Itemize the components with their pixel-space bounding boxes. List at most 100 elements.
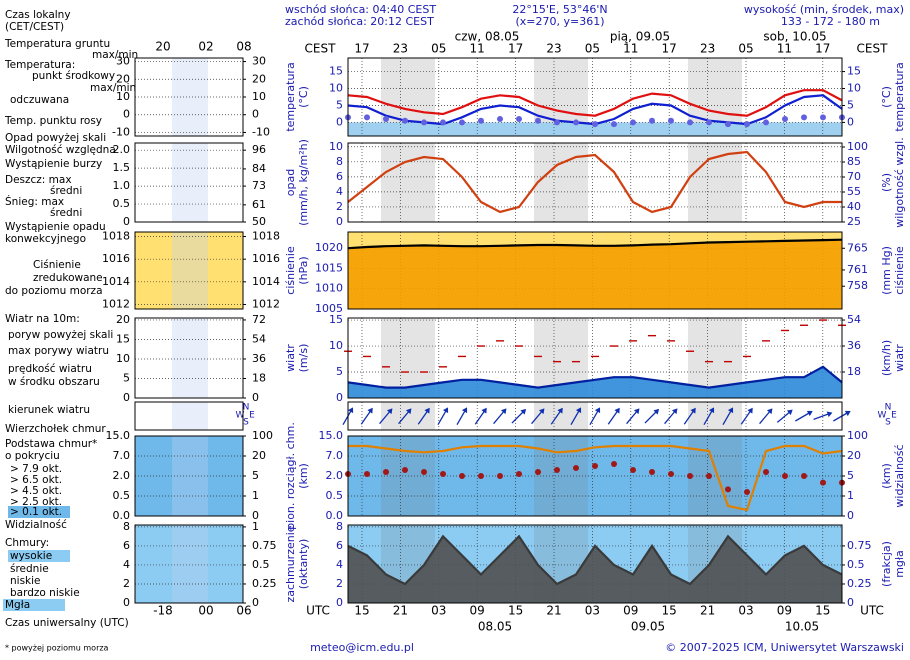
- hour-label: 05: [585, 42, 600, 56]
- data-dot: [516, 116, 522, 123]
- hour-label: 23: [700, 42, 715, 56]
- data-dot: [554, 119, 560, 126]
- legend-y-tick: 1012: [102, 297, 130, 310]
- legend-y-tick: 15.0: [106, 429, 131, 442]
- panel-frame: [347, 231, 843, 310]
- data-dot: [630, 119, 636, 126]
- arrow-head: [520, 408, 527, 415]
- legend-y-tick: 20: [116, 313, 130, 326]
- data-dot: [820, 479, 826, 486]
- panel-frame: [347, 401, 843, 431]
- data-dot: [706, 119, 712, 126]
- compass-letter: N: [243, 403, 250, 413]
- y2-tick-label: 765: [847, 241, 868, 254]
- y2-tick-label: 54: [847, 313, 861, 326]
- y2-tick-label: 36: [847, 339, 861, 352]
- legend-y-tick: 15: [116, 332, 130, 345]
- arrow-head: [690, 407, 696, 414]
- arrow-head: [614, 407, 620, 414]
- arrow-head: [481, 407, 487, 414]
- legend-y-tick: 0.5: [113, 489, 131, 502]
- arrow-head: [826, 411, 833, 418]
- legend-panel-bg: [135, 143, 243, 222]
- email[interactable]: meteo@icm.edu.pl: [310, 641, 414, 654]
- hour-label: 15: [662, 604, 677, 618]
- series-line: [348, 444, 843, 512]
- data-dot: [364, 471, 370, 477]
- night-band: [688, 143, 742, 222]
- compass-letter: E: [891, 411, 897, 421]
- y-tick-label: 1005: [315, 302, 343, 315]
- legend-y2-tick: 100: [252, 429, 273, 442]
- hour-label: 11: [777, 42, 792, 56]
- legend-y2-tick: 54: [252, 332, 266, 345]
- data-dot: [668, 471, 674, 477]
- legend-panel-frame: [134, 231, 244, 310]
- data-dot: [725, 121, 731, 128]
- data-dot: [573, 465, 579, 471]
- legend-panel-bg: [135, 525, 243, 603]
- legend-day-band: [172, 143, 208, 222]
- y-tick-label: 0: [336, 391, 343, 404]
- date-label: czw, 08.05: [455, 30, 520, 44]
- night-band: [688, 402, 742, 430]
- legend-hour: 20: [155, 40, 170, 54]
- data-dot: [782, 116, 788, 123]
- legend-y2-tick: 0: [252, 509, 259, 522]
- data-dot: [535, 469, 541, 475]
- legend-box: [8, 550, 70, 562]
- legend-y2-tick: 20: [252, 72, 266, 85]
- legend-y2-tick: 0.75: [252, 539, 277, 552]
- legend-y-tick: 1016: [102, 252, 130, 265]
- legend-y-tick: 30: [116, 55, 130, 68]
- arrow-head: [727, 407, 734, 414]
- legend-y2-tick: 1018: [252, 230, 280, 243]
- y-tick-label: 1015: [315, 261, 343, 274]
- wind-arrow: [683, 407, 696, 425]
- y2-tick-label: 5: [847, 98, 854, 111]
- legend-text: Deszcz: max: [5, 174, 72, 186]
- arrow-head: [806, 410, 813, 417]
- timezone: UTC: [306, 604, 330, 618]
- y-tick-label: 4: [336, 185, 343, 198]
- y2-axis-label: mgła: [893, 550, 906, 578]
- y-tick-label: 0.5: [326, 489, 344, 502]
- night-band: [534, 402, 588, 430]
- legend-y2-tick: 1: [252, 520, 259, 533]
- legend-y2-tick: 18: [252, 371, 266, 384]
- y-axis-label: temperatura: [284, 62, 297, 131]
- legend-text: Ciśnienie: [33, 259, 81, 271]
- copyright: © 2007-2025 ICM, Uniwersytet Warszawski: [665, 641, 904, 654]
- legend-text: punkt środkowy: [32, 70, 115, 82]
- legend-y2-tick: 73: [252, 179, 266, 192]
- legend-panel-bg: [135, 318, 243, 398]
- y2-axis-label: (km): [880, 463, 893, 489]
- y-axis-label: (oktanty): [297, 539, 310, 590]
- legend-text: Widzialność: [5, 519, 67, 531]
- legend-y-tick: 5: [123, 371, 130, 384]
- hour-label: 23: [546, 42, 561, 56]
- hour-label: 17: [815, 42, 830, 56]
- wind-arrow: [360, 407, 373, 425]
- y-axis-label: ciśnienie: [284, 246, 297, 295]
- gridpoint: (x=270, y=361): [515, 15, 604, 28]
- y2-tick-label: 55: [847, 185, 861, 198]
- legend-text: > 2.5 okt.: [10, 496, 62, 508]
- hour-label: 05: [738, 42, 753, 56]
- legend-y-tick: 2: [123, 577, 130, 590]
- hour-label: 05: [431, 42, 446, 56]
- legend-text: Opad powyżej skali: [5, 132, 106, 144]
- legend-hour: 00: [198, 604, 213, 618]
- y2-tick-label: 15: [847, 65, 861, 78]
- y2-tick-label: 758: [847, 279, 868, 292]
- timezone: CEST: [305, 42, 337, 56]
- legend-text: odczuwana: [10, 94, 69, 106]
- legend-panel-frame: [134, 142, 244, 223]
- legend-y-tick: 6: [123, 539, 130, 552]
- arrow-head: [557, 407, 563, 414]
- legend-text: > 6.5 okt.: [10, 474, 62, 486]
- wind-arrow: [531, 408, 545, 425]
- legend-text: max porywy wiatru: [8, 345, 109, 357]
- night-band: [381, 143, 435, 222]
- area-fill: [348, 536, 842, 603]
